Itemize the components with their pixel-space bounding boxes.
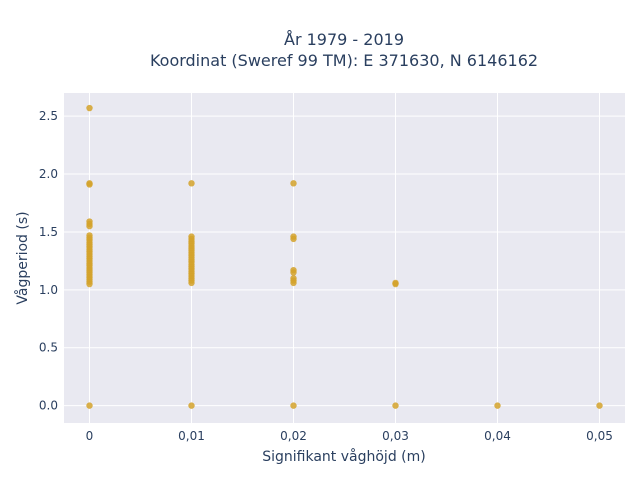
x-tick-label: 0,01 <box>178 429 205 443</box>
data-point <box>290 279 297 287</box>
y-tick-label: 2.5 <box>39 109 58 123</box>
x-tick-label: 0,02 <box>280 429 307 443</box>
data-point <box>494 402 501 409</box>
data-point <box>188 402 195 409</box>
data-point <box>86 181 93 188</box>
chart-title-line2: Koordinat (Sweref 99 TM): E 371630, N 61… <box>150 51 538 70</box>
data-point <box>86 222 93 230</box>
y-axis-ticks: 0.0 0.5 1.0 1.5 2.0 2.5 <box>39 109 58 412</box>
y-tick-label: 1.0 <box>39 283 58 297</box>
data-point <box>290 269 297 276</box>
x-axis-ticks: 0 0,01 0,02 0,03 0,04 0,05 <box>86 429 613 443</box>
data-point <box>290 235 297 243</box>
y-tick-label: 0.5 <box>39 341 58 355</box>
plot-area <box>64 93 625 423</box>
x-tick-label: 0,03 <box>382 429 409 443</box>
y-tick-label: 1.5 <box>39 225 58 239</box>
x-tick-label: 0,04 <box>484 429 511 443</box>
data-points <box>86 104 603 409</box>
data-point <box>392 402 399 409</box>
y-axis-label: Vågperiod (s) <box>14 211 31 304</box>
y-tick-label: 0.0 <box>39 399 58 413</box>
data-point <box>290 180 297 187</box>
grid-lines <box>64 93 625 423</box>
x-tick-label: 0 <box>86 429 94 443</box>
chart-title-line1: År 1979 - 2019 <box>284 30 404 49</box>
data-point <box>596 402 603 409</box>
data-point <box>86 280 93 288</box>
y-tick-label: 2.0 <box>39 167 58 181</box>
data-point <box>188 180 195 187</box>
data-point <box>86 104 93 112</box>
x-axis-label: Signifikant våghöjd (m) <box>262 448 425 465</box>
data-point <box>290 402 297 409</box>
data-point <box>86 402 93 409</box>
data-point <box>188 279 195 287</box>
x-tick-label: 0,05 <box>586 429 613 443</box>
data-point <box>392 280 399 288</box>
